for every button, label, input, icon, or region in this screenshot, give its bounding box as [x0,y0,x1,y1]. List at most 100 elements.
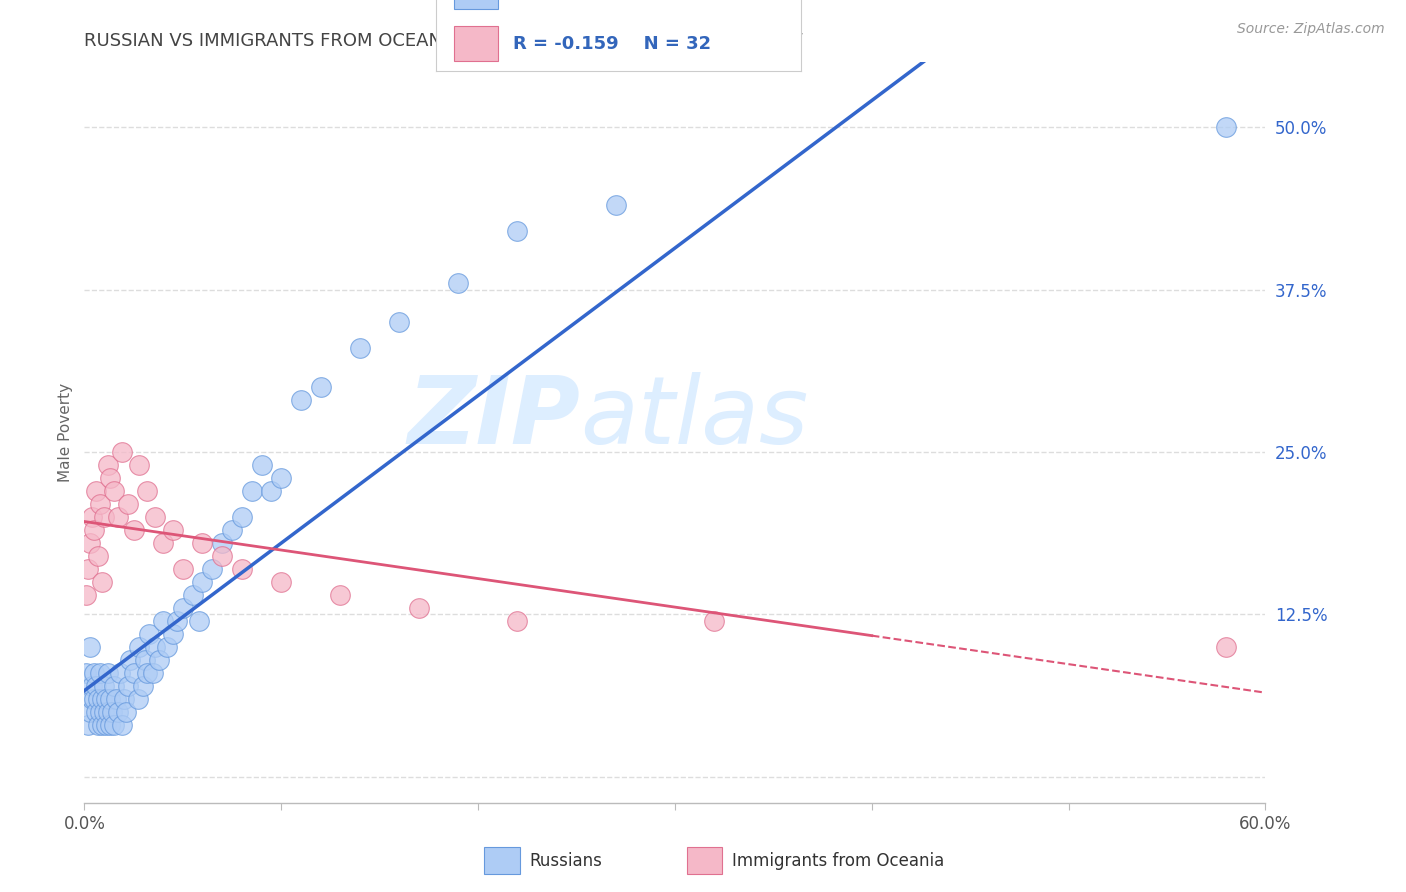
Point [605,198,627,212]
Point [143,640,166,654]
Point [290,393,312,408]
Point [201,562,224,576]
Point [91,574,114,589]
Point [152,614,174,628]
Point [211,536,233,550]
Point [270,471,292,485]
Text: Immigrants from Oceania: Immigrants from Oceania [733,852,945,870]
Point [87,549,110,563]
Point [98,718,121,732]
Point [128,640,150,654]
Point [103,679,125,693]
Point [152,536,174,550]
Point [114,705,136,719]
Point [136,665,159,680]
Point [191,574,214,589]
Point [87,692,110,706]
Point [447,277,470,291]
Point [191,536,214,550]
Point [1215,640,1237,654]
Point [112,692,135,706]
Point [103,718,125,732]
Point [703,614,725,628]
Point [134,653,156,667]
Point [172,562,194,576]
Point [89,497,111,511]
Point [122,665,145,680]
Point [162,523,184,537]
Point [148,653,170,667]
Point [111,445,134,459]
Point [89,665,111,680]
Point [349,341,371,355]
Bar [454,27,498,61]
Point [506,224,529,238]
Point [93,705,115,719]
Point [84,705,107,719]
Point [98,692,121,706]
Bar [454,0,498,9]
Point [408,601,430,615]
Point [138,627,160,641]
Text: ZIP: ZIP [408,372,581,464]
Point [94,718,117,732]
Point [111,718,134,732]
Text: Source: ZipAtlas.com: Source: ZipAtlas.com [1237,22,1385,37]
Point [83,692,105,706]
Point [79,536,101,550]
Point [84,679,107,693]
Text: Russians: Russians [530,852,603,870]
Point [91,718,114,732]
Point [97,665,120,680]
Point [132,679,155,693]
Point [128,458,150,472]
Point [127,692,149,706]
Bar [484,847,520,874]
Point [143,510,166,524]
Point [104,692,127,706]
Point [117,497,139,511]
Text: R =  0.436    N = 69: R = 0.436 N = 69 [513,0,710,1]
Point [82,510,104,524]
Point [136,484,159,499]
Point [187,614,209,628]
Point [181,588,204,602]
Point [77,718,100,732]
Point [221,523,243,537]
Point [118,653,141,667]
Point [107,705,129,719]
Point [107,510,129,524]
Bar [686,847,723,874]
Point [82,692,104,706]
Point [108,665,131,680]
Point [97,705,120,719]
Point [250,458,273,472]
Point [89,705,111,719]
Point [142,665,165,680]
Point [84,484,107,499]
Point [329,588,352,602]
Point [79,640,101,654]
Point [240,484,263,499]
Y-axis label: Male Poverty: Male Poverty [58,383,73,483]
Point [82,679,104,693]
Point [388,315,411,329]
Point [83,523,105,537]
Point [156,640,179,654]
Point [117,679,139,693]
Point [231,562,253,576]
Point [87,718,110,732]
Text: R = -0.159    N = 32: R = -0.159 N = 32 [513,35,711,53]
Point [101,705,124,719]
Point [231,510,253,524]
Point [75,588,97,602]
Point [98,471,121,485]
Point [79,705,101,719]
Point [83,665,105,680]
Point [122,523,145,537]
Point [75,665,97,680]
Point [506,614,529,628]
Point [211,549,233,563]
Text: atlas: atlas [581,372,808,463]
Text: RUSSIAN VS IMMIGRANTS FROM OCEANIA MALE POVERTY CORRELATION CHART: RUSSIAN VS IMMIGRANTS FROM OCEANIA MALE … [84,32,803,50]
